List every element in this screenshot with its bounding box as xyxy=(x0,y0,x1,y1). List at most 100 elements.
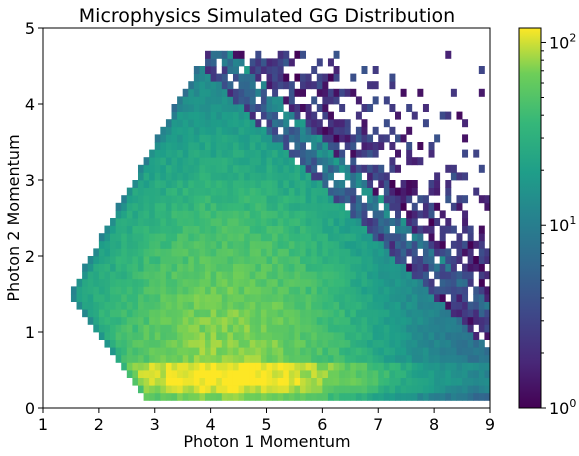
heatmap-cell xyxy=(232,187,239,196)
heatmap-cell xyxy=(132,202,139,211)
heatmap-cell xyxy=(327,233,334,242)
heatmap-cell xyxy=(478,294,485,302)
heatmap-cell xyxy=(221,73,228,82)
heatmap-cell xyxy=(383,202,390,211)
heatmap-cell xyxy=(272,96,279,105)
heatmap-cell xyxy=(221,104,228,112)
heatmap-cell xyxy=(165,392,172,401)
heatmap-cell xyxy=(378,256,385,264)
heatmap-cell xyxy=(445,377,452,386)
heatmap-cell xyxy=(277,354,284,363)
heatmap-cell xyxy=(378,278,385,287)
heatmap-cell xyxy=(288,339,295,348)
heatmap-cell xyxy=(277,172,284,181)
heatmap-cell xyxy=(378,370,385,378)
heatmap-cell xyxy=(305,294,312,302)
heatmap-cell xyxy=(199,278,206,287)
heatmap-cell xyxy=(104,248,111,257)
heatmap-cell xyxy=(188,172,195,181)
heatmap-cell xyxy=(277,248,284,257)
heatmap-cell xyxy=(316,149,323,158)
heatmap-cell xyxy=(322,157,329,166)
heatmap-cell xyxy=(232,370,239,378)
heatmap-cell xyxy=(277,225,284,234)
heatmap-cell xyxy=(411,370,418,378)
heatmap-cell xyxy=(395,263,401,272)
heatmap-cell xyxy=(445,332,452,340)
heatmap-cell xyxy=(484,286,491,295)
heatmap-cell xyxy=(411,218,418,226)
heatmap-cell xyxy=(238,294,245,302)
heatmap-cell xyxy=(316,271,323,280)
heatmap-cell xyxy=(82,278,89,287)
heatmap-cell xyxy=(383,187,390,196)
heatmap-cell xyxy=(383,180,390,188)
heatmap-cell xyxy=(110,347,117,356)
heatmap-cell xyxy=(428,278,435,287)
heatmap-cell xyxy=(367,104,374,112)
heatmap-cell xyxy=(327,385,334,394)
heatmap-cell xyxy=(478,377,485,386)
heatmap-cell xyxy=(182,119,189,128)
heatmap-cell xyxy=(283,187,290,196)
heatmap-cell xyxy=(216,233,223,242)
heatmap-cell xyxy=(300,187,307,196)
heatmap-cell xyxy=(154,180,161,188)
heatmap-cell xyxy=(227,324,234,333)
heatmap-cell xyxy=(104,309,111,318)
heatmap-cell xyxy=(221,370,228,378)
heatmap-cell xyxy=(188,385,195,394)
heatmap-cell xyxy=(305,339,312,348)
heatmap-cell xyxy=(154,233,161,242)
heatmap-cell xyxy=(417,392,424,401)
heatmap-cell xyxy=(327,157,334,166)
heatmap-cell xyxy=(210,240,217,249)
heatmap-cell xyxy=(143,164,150,173)
heatmap-cell xyxy=(244,126,251,135)
heatmap-cell xyxy=(283,111,290,120)
heatmap-cell xyxy=(216,256,223,264)
heatmap-cell xyxy=(98,294,105,302)
heatmap-cell xyxy=(221,347,228,356)
heatmap-cell xyxy=(182,142,189,150)
heatmap-cell xyxy=(283,58,290,67)
heatmap-cell xyxy=(473,332,480,340)
heatmap-cell xyxy=(210,104,217,112)
heatmap-cell xyxy=(367,256,374,264)
heatmap-cell xyxy=(249,202,256,211)
heatmap-cell xyxy=(467,339,474,348)
heatmap-cell xyxy=(244,233,251,242)
heatmap-cell xyxy=(283,286,290,295)
heatmap-cell xyxy=(160,392,167,401)
heatmap-cell xyxy=(450,370,457,378)
heatmap-cell xyxy=(283,240,290,249)
heatmap-cell xyxy=(193,347,200,356)
heatmap-cell xyxy=(288,316,295,325)
heatmap-cell xyxy=(355,316,362,325)
heatmap-cell xyxy=(327,149,334,158)
heatmap-cell xyxy=(165,354,172,363)
heatmap-cell xyxy=(193,66,200,74)
heatmap-cell xyxy=(288,248,295,257)
heatmap-cell xyxy=(372,271,379,280)
heatmap-cell xyxy=(283,248,290,257)
heatmap-cell xyxy=(244,187,251,196)
heatmap-cell xyxy=(484,195,491,204)
heatmap-cell xyxy=(177,210,184,219)
heatmap-cell xyxy=(110,263,117,272)
heatmap-cell xyxy=(361,256,368,264)
heatmap-cell xyxy=(355,362,362,371)
heatmap-cell xyxy=(171,195,178,204)
heatmap-cell xyxy=(333,195,340,204)
heatmap-cell xyxy=(132,339,139,348)
heatmap-cell xyxy=(216,50,223,59)
heatmap-cell xyxy=(232,58,239,67)
heatmap-cell xyxy=(216,240,223,249)
heatmap-cell xyxy=(294,233,301,242)
heatmap-cell xyxy=(389,392,396,401)
heatmap-cell xyxy=(294,210,301,219)
heatmap-cell xyxy=(311,210,318,219)
heatmap-cell xyxy=(400,195,407,204)
heatmap-cell xyxy=(149,172,156,181)
heatmap-cell xyxy=(406,316,413,325)
